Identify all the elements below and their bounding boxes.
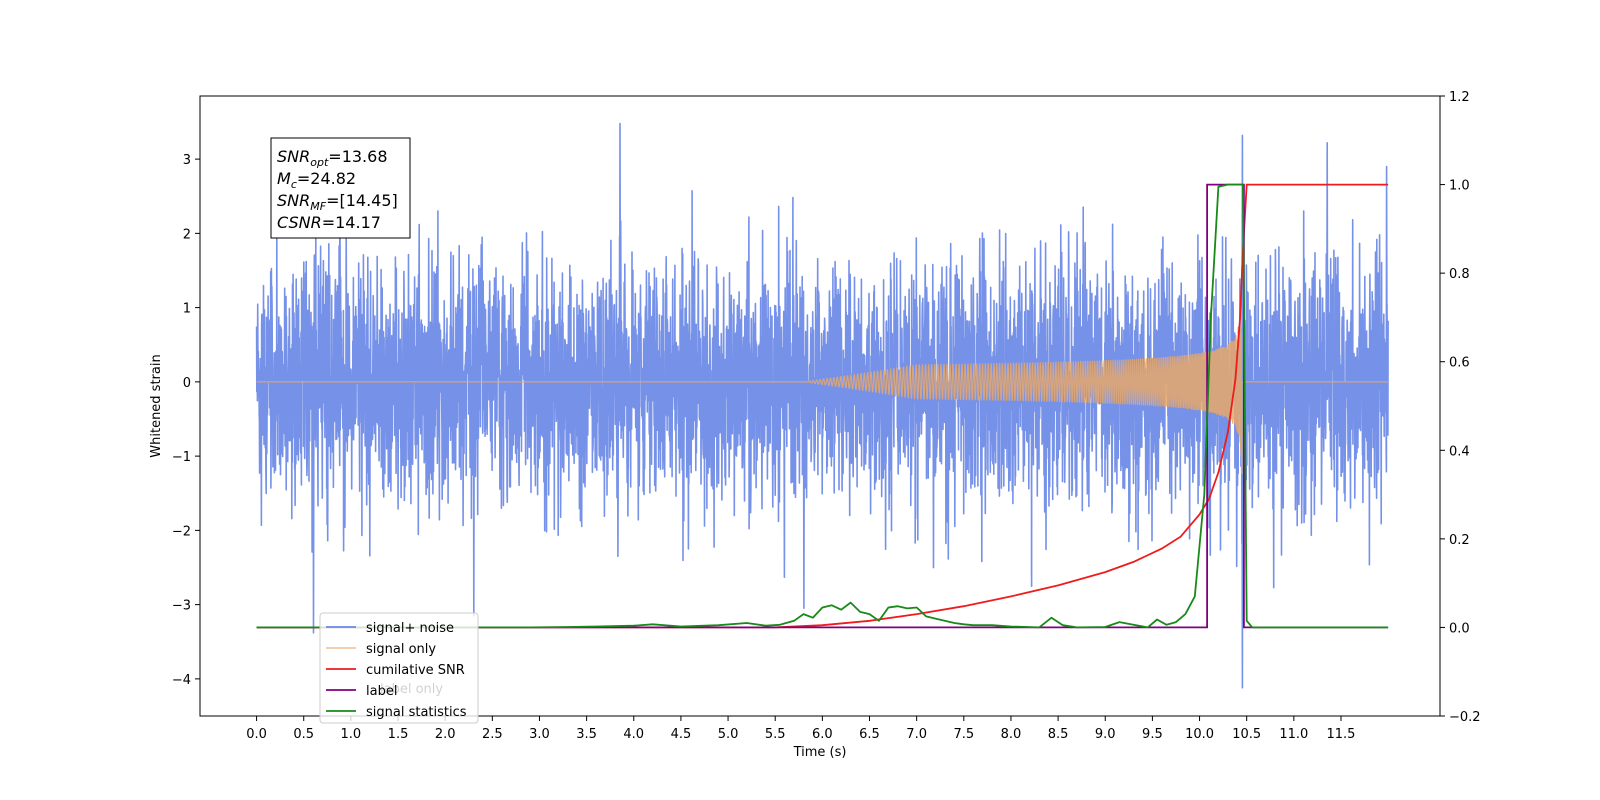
x-tick-label: 7.0	[906, 727, 927, 742]
legend-frame	[319, 612, 479, 724]
y-tick-label: 1	[183, 302, 191, 317]
x-tick-label: 8.0	[1001, 727, 1022, 742]
series-signal-only-line	[256, 320, 1389, 475]
y2-tick-label: −0.2	[1449, 710, 1481, 725]
legend-entry: label	[366, 684, 397, 699]
y2-tick-label: 0.4	[1449, 444, 1470, 459]
stats-annotation-box: SNRopt=13.68Mc=24.82SNRMF=[14.45]CSNR=14…	[270, 137, 411, 239]
plot-area	[255, 122, 1389, 689]
y-tick-label: 0	[183, 376, 191, 391]
x-tick-label: 1.0	[341, 727, 362, 742]
x-axis: 0.0 0.5 1.0 1.5 2.0 2.5 3.0 3.5 4.0 4.5 5.0 5.5 6.0 6…	[246, 716, 1355, 742]
legend: label only signal+ noise signal only cumila…	[319, 612, 479, 724]
x-tick-label: 6.0	[812, 727, 833, 742]
y-tick-label: −3	[172, 599, 191, 614]
series-signal-statistics-line	[256, 183, 1389, 629]
annotation-line: SNRopt=13.68	[277, 147, 388, 169]
x-tick-label: 3.5	[576, 727, 597, 742]
y2-tick-label: 0.8	[1449, 267, 1470, 282]
legend-entry: signal+ noise	[366, 621, 454, 636]
y2-tick-label: 0.0	[1449, 621, 1470, 636]
y-tick-label: −2	[172, 524, 191, 539]
y2-tick-label: 1.2	[1449, 90, 1470, 105]
annotation-frame	[270, 137, 411, 239]
x-axis-label: Time (s)	[793, 745, 847, 760]
plot-frame	[199, 95, 1441, 717]
x-tick-label: 3.0	[529, 727, 550, 742]
y-tick-label: −4	[172, 673, 191, 688]
y-tick-label: 3	[183, 153, 191, 168]
y2-tick-label: 0.6	[1449, 356, 1470, 371]
x-tick-label: 10.0	[1185, 727, 1214, 742]
x-tick-label: 4.5	[671, 727, 692, 742]
y-tick-label: −1	[172, 450, 191, 465]
x-tick-label: 6.5	[859, 727, 880, 742]
x-tick-label: 10.5	[1232, 727, 1261, 742]
y-axis-left: −4 −3 −2 −1 0 1 2 3	[172, 153, 200, 688]
x-tick-label: 4.0	[623, 727, 644, 742]
annotation-line: Mc=24.82	[277, 169, 356, 191]
x-tick-label: 7.5	[953, 727, 974, 742]
x-tick-label: 9.0	[1095, 727, 1116, 742]
x-tick-label: 5.0	[718, 727, 739, 742]
x-tick-label: 0.5	[293, 727, 314, 742]
annotation-line: CSNR=14.17	[277, 213, 381, 232]
y-tick-label: 2	[183, 227, 191, 242]
series-cumilative-snr-line	[256, 183, 1389, 629]
legend-entry: cumilative SNR	[366, 663, 465, 678]
legend-entry: signal statistics	[366, 705, 467, 720]
x-tick-label: 2.0	[435, 727, 456, 742]
x-tick-label: 2.5	[482, 727, 503, 742]
legend-entry: signal only	[366, 642, 436, 657]
y-axis-right: −0.2 0.0 0.2 0.4 0.6 0.8 1.0 1.2	[1440, 90, 1481, 725]
x-tick-label: 11.0	[1279, 727, 1308, 742]
x-tick-label: 11.5	[1327, 727, 1356, 742]
legend-overlap-text: label only	[380, 682, 443, 697]
x-tick-label: 5.5	[765, 727, 786, 742]
x-tick-label: 9.5	[1142, 727, 1163, 742]
x-tick-label: 1.5	[388, 727, 409, 742]
y2-tick-label: 0.2	[1449, 533, 1470, 548]
x-tick-label: 0.0	[246, 727, 267, 742]
y2-tick-label: 1.0	[1449, 179, 1470, 194]
annotation-line: SNRMF=[14.45]	[277, 191, 398, 213]
x-tick-label: 8.5	[1048, 727, 1069, 742]
y-axis-label: Whitened strain	[149, 354, 164, 457]
